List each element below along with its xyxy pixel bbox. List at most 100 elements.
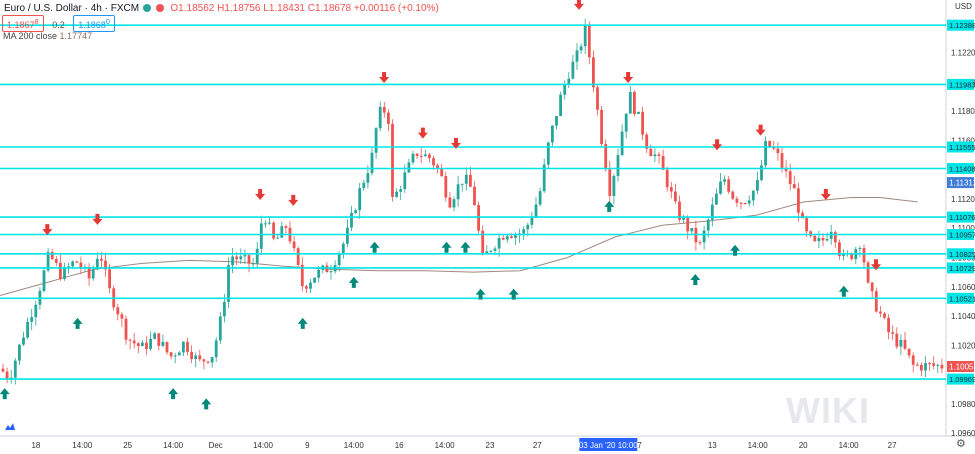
candle-down	[391, 123, 394, 197]
candle-up	[899, 339, 903, 347]
buy-signal-arrow-icon	[441, 241, 452, 253]
candle-down	[698, 242, 702, 244]
candle-up	[653, 154, 657, 157]
eye-icon[interactable]	[142, 4, 151, 13]
y-tick-label: 1.10200	[951, 341, 975, 350]
candle-down	[165, 342, 169, 353]
candle-down	[145, 342, 148, 349]
candle-down	[821, 238, 825, 241]
sell-signal-arrow-icon	[255, 189, 266, 201]
ohlc-values: O1.18562 H1.18756 L1.18431 C1.18678 +0.0…	[170, 3, 439, 14]
candle-up	[177, 352, 181, 356]
candle-up	[747, 200, 751, 204]
candle-up	[251, 263, 255, 265]
candle-down	[776, 148, 780, 154]
candle-up	[505, 236, 509, 240]
candle-down	[833, 232, 837, 243]
candle-up	[579, 46, 583, 51]
candle-up	[354, 210, 357, 213]
symbol-name[interactable]: Euro / U.S. Dollar	[4, 3, 82, 14]
candle-up	[399, 189, 403, 192]
candle-up	[456, 184, 460, 200]
candle-up	[690, 228, 694, 232]
sell-button[interactable]: 1.18678	[2, 15, 44, 32]
buy-signal-arrow-icon	[475, 288, 486, 300]
x-tick-label: 20	[799, 441, 808, 450]
candle-up	[751, 190, 755, 201]
candle-down	[928, 363, 931, 364]
time-axis: 18 14:00 25 14:00 Dec 14:00 9 14:00 16 14:00 23 27 7…	[31, 438, 897, 451]
candle-down	[780, 153, 784, 168]
level-price-label: 1.11408	[949, 165, 975, 174]
level-price-label: 1.11983	[949, 80, 975, 89]
candle-up	[526, 224, 530, 230]
candle-down	[870, 282, 874, 292]
candle-up	[346, 227, 349, 244]
candle-down	[501, 238, 505, 240]
candle-up	[538, 191, 542, 205]
candle-up	[13, 360, 17, 378]
buy-signal-arrow-icon	[604, 200, 615, 212]
candle-down	[292, 241, 296, 249]
candle-up	[9, 377, 13, 379]
x-tick-label: 23	[486, 441, 495, 450]
candle-down	[87, 266, 91, 279]
indicator-value: 1.17747	[59, 31, 93, 41]
x-tick-label: 14:00	[72, 441, 93, 450]
candle-up	[374, 128, 378, 153]
x-tick-label: 14:00	[748, 441, 769, 450]
candle-down	[284, 226, 288, 228]
candle-up	[760, 165, 763, 181]
candle-down	[5, 371, 9, 379]
level-price-tag	[947, 211, 974, 223]
candle-up	[829, 232, 833, 239]
candle-up	[514, 235, 517, 238]
sell-signal-arrow-icon	[755, 124, 766, 136]
candle-down	[169, 352, 173, 357]
candle-up	[460, 183, 464, 185]
candle-down	[79, 262, 83, 269]
candle-down	[669, 187, 673, 192]
sell-signal-arrow-icon	[712, 139, 723, 151]
candle-down	[510, 236, 513, 238]
candle-down	[940, 364, 944, 369]
level-price-label: 1.10957	[949, 231, 975, 240]
candle-down	[731, 191, 735, 199]
candle-up	[42, 270, 46, 291]
buy-signal-arrow-icon	[348, 276, 359, 288]
candle-down	[805, 218, 808, 232]
candle-down	[387, 112, 390, 124]
candle-down	[788, 171, 792, 185]
y-tick-label: 1.10600	[951, 283, 975, 292]
indicator-label: MA 200 close	[3, 31, 58, 41]
sell-signal-arrow-icon	[450, 137, 461, 149]
candle-up	[624, 113, 628, 132]
candle-down	[587, 24, 591, 58]
x-tick-label: 14:00	[839, 441, 860, 450]
level-price-label: 1.10729	[949, 264, 975, 273]
level-price-label: 1.10521	[949, 294, 975, 303]
indicator-legend[interactable]: MA 200 close 1.17747	[3, 31, 92, 41]
timeframe[interactable]: 4h	[90, 3, 102, 14]
candle-up	[18, 344, 21, 361]
candle-down	[792, 184, 796, 189]
x-tick-label: 14:00	[253, 441, 274, 450]
buy-button[interactable]: 1.18680	[73, 15, 115, 32]
x-tick-label: 14:00	[344, 441, 365, 450]
candle-down	[190, 351, 193, 360]
candle-up	[34, 304, 38, 318]
candlestick-series	[1, 18, 944, 385]
candle-down	[415, 153, 419, 156]
tradingview-logo-icon[interactable]	[4, 420, 16, 432]
level-price-tag	[947, 19, 974, 31]
candle-up	[264, 223, 267, 225]
candle-up	[403, 172, 407, 190]
spread-value: 0.2	[52, 20, 65, 30]
signal-arrows	[0, 0, 881, 410]
buy-signal-arrow-icon	[168, 388, 179, 400]
candle-down	[1, 368, 5, 372]
gear-icon[interactable]: ⚙	[956, 438, 966, 450]
candle-up	[628, 92, 632, 114]
candle-down	[727, 179, 731, 192]
